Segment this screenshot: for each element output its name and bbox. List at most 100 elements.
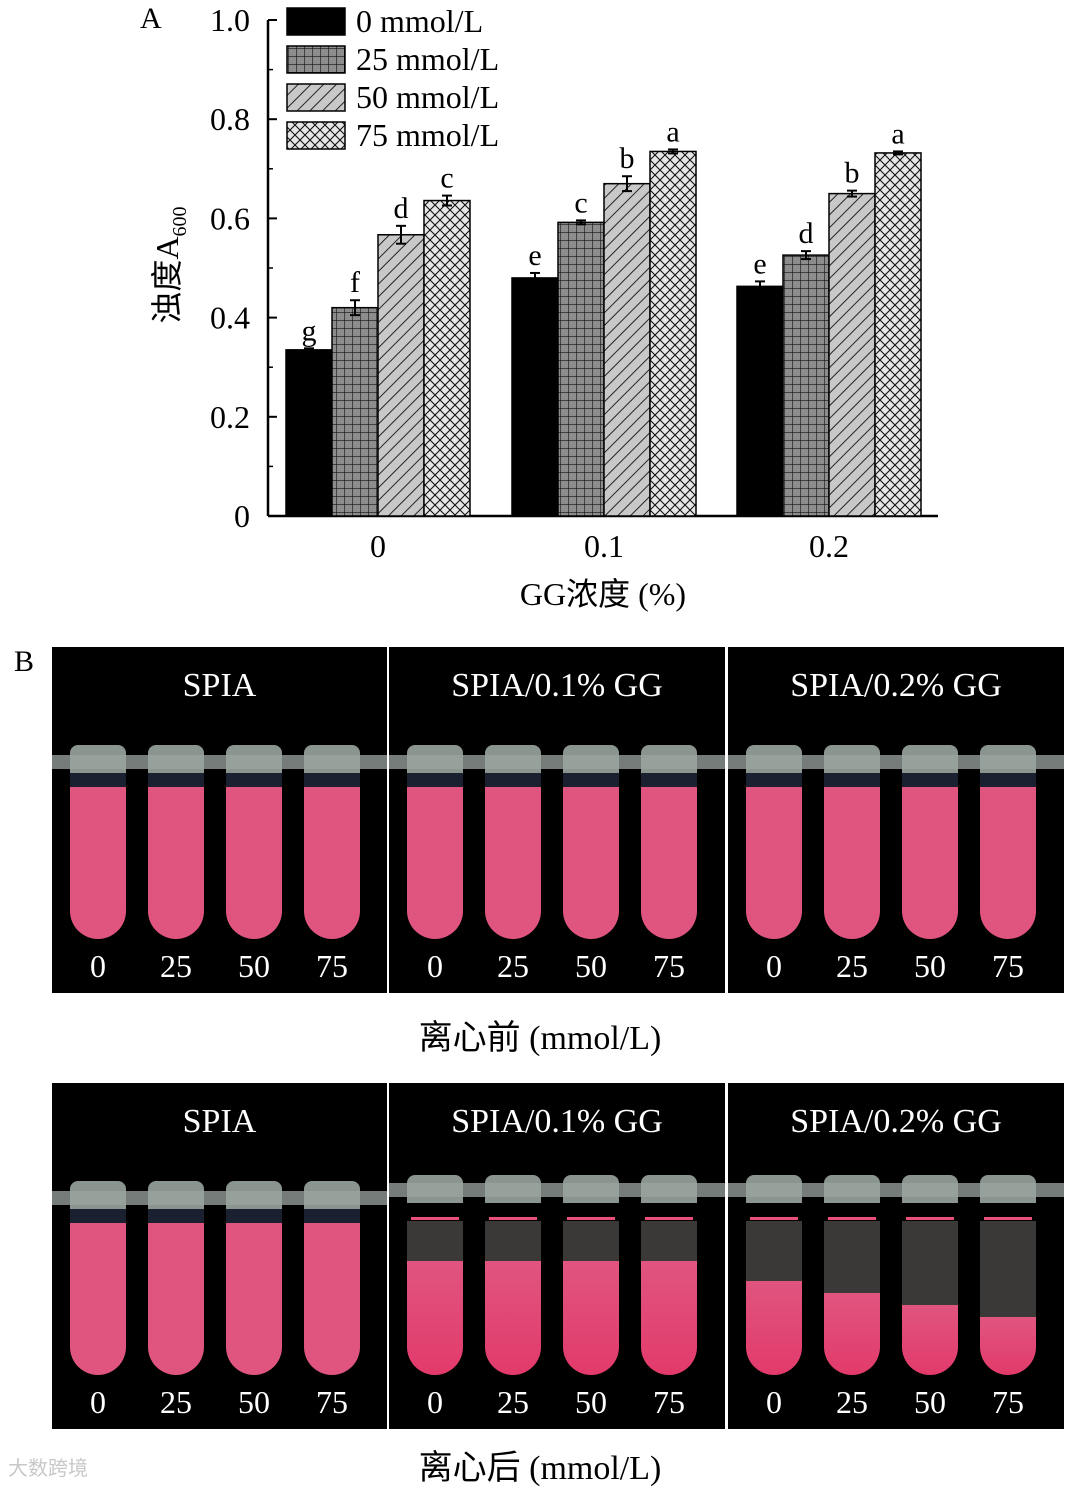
legend-swatch — [286, 83, 346, 112]
tube-photo-after: SPIA/0.1% GG 0 25 50 75 — [389, 1083, 725, 1429]
surface-layer — [828, 1217, 876, 1220]
sample-tube — [148, 1181, 204, 1375]
tube-photo-before: SPIA/0.2% GG 0 25 50 75 — [728, 647, 1064, 993]
tube-photo-before: SPIA 0 25 50 75 — [52, 647, 387, 993]
significance-label: a — [666, 115, 679, 148]
significance-label: d — [799, 217, 814, 250]
bar — [377, 234, 425, 517]
tube-band — [746, 773, 802, 787]
tube-cap — [980, 1175, 1036, 1203]
sample-tube — [824, 1175, 880, 1375]
concentration-label: 75 — [653, 948, 685, 984]
tube-cap — [902, 1175, 958, 1203]
surface-layer — [489, 1217, 537, 1220]
tube-cap — [304, 1181, 360, 1209]
pink-emulsion — [824, 787, 880, 939]
tube-band — [641, 773, 697, 787]
tube-band — [824, 773, 880, 787]
panel-a-label: A — [140, 2, 162, 35]
photo-title: SPIA/0.2% GG — [790, 667, 1002, 704]
sample-tube — [746, 745, 802, 939]
clear-layer — [980, 1221, 1036, 1317]
concentration-label: 25 — [497, 948, 529, 984]
pink-emulsion — [148, 1223, 204, 1375]
tube-photo-after: SPIA/0.2% GG 0 25 50 75 — [728, 1083, 1064, 1429]
pink-emulsion — [70, 787, 126, 939]
tube-cap — [70, 1181, 126, 1209]
pink-emulsion — [407, 787, 463, 939]
tube-band — [980, 773, 1036, 787]
legend-swatch — [286, 7, 346, 36]
concentration-label: 0 — [90, 948, 106, 984]
tube-cap — [304, 745, 360, 773]
photo-title: SPIA — [182, 667, 257, 704]
pink-sediment — [641, 1261, 697, 1375]
tube-band — [226, 1209, 282, 1223]
x-axis-label: GG浓度 (%) — [520, 576, 686, 612]
bar — [285, 349, 333, 517]
concentration-label: 50 — [575, 1384, 607, 1420]
bar — [828, 192, 876, 517]
concentration-label: 0 — [766, 1384, 782, 1420]
concentration-label: 50 — [914, 948, 946, 984]
y-axis-label-main: 浊度A — [149, 236, 185, 323]
tube-band — [70, 1209, 126, 1223]
legend-label: 50 mmol/L — [356, 79, 499, 115]
tube-cap — [70, 745, 126, 773]
pink-emulsion — [226, 787, 282, 939]
surface-layer — [750, 1217, 798, 1220]
bar — [603, 182, 651, 517]
panel-b-label: B — [14, 645, 35, 678]
tube-band — [148, 773, 204, 787]
bar — [423, 199, 471, 517]
photo-title: SPIA/0.1% GG — [451, 1103, 663, 1140]
significance-label: b — [845, 157, 860, 190]
pink-sediment — [407, 1261, 463, 1375]
tube-cap — [641, 1175, 697, 1203]
pink-emulsion — [70, 1223, 126, 1375]
concentration-label: 25 — [160, 948, 192, 984]
significance-label: f — [350, 266, 360, 299]
y-tick-label: 0.6 — [210, 200, 250, 236]
tube-cap — [226, 1181, 282, 1209]
tube-cap — [824, 1175, 880, 1203]
sample-tube — [70, 1181, 126, 1375]
significance-label: b — [620, 142, 635, 175]
tube-band — [485, 773, 541, 787]
concentration-label: 25 — [836, 1384, 868, 1420]
tube-cap — [746, 1175, 802, 1203]
sample-tube — [641, 745, 697, 939]
significance-label: g — [302, 314, 317, 347]
significance-label: c — [440, 162, 453, 195]
watermark-text: 大数跨境 — [8, 1456, 88, 1480]
clear-layer — [824, 1221, 880, 1293]
concentration-label: 0 — [90, 1384, 106, 1420]
y-tick-label: 0.8 — [210, 101, 250, 137]
tube-cap — [563, 745, 619, 773]
bar — [736, 285, 784, 517]
concentration-label: 50 — [238, 1384, 270, 1420]
surface-layer — [906, 1217, 954, 1220]
sample-tube — [304, 745, 360, 939]
tube-photo-after: SPIA 0 25 50 75 — [52, 1083, 387, 1429]
chart-legend: 0 mmol/L25 mmol/L50 mmol/L75 mmol/L — [286, 3, 499, 153]
photo-title: SPIA/0.1% GG — [451, 667, 663, 704]
legend-label: 0 mmol/L — [356, 3, 483, 39]
bar — [511, 277, 559, 517]
sample-tube — [641, 1175, 697, 1375]
sample-tube — [407, 745, 463, 939]
photo-title: SPIA — [182, 1103, 257, 1140]
bar — [874, 152, 922, 517]
chart-axes: 0 0.2 0.4 0.6 0.8 1.0 浊度A600 GG浓度 (%) 0 0.1 0.2 — [149, 2, 938, 612]
pink-emulsion — [902, 787, 958, 939]
concentration-label: 0 — [766, 948, 782, 984]
sample-tube — [226, 1181, 282, 1375]
sample-tube — [563, 745, 619, 939]
sample-tube — [226, 745, 282, 939]
concentration-label: 25 — [836, 948, 868, 984]
sample-tube — [485, 1175, 541, 1375]
tube-cap — [407, 745, 463, 773]
x-tick-label: 0.2 — [809, 528, 849, 564]
concentration-label: 75 — [992, 1384, 1024, 1420]
tube-cap — [563, 1175, 619, 1203]
